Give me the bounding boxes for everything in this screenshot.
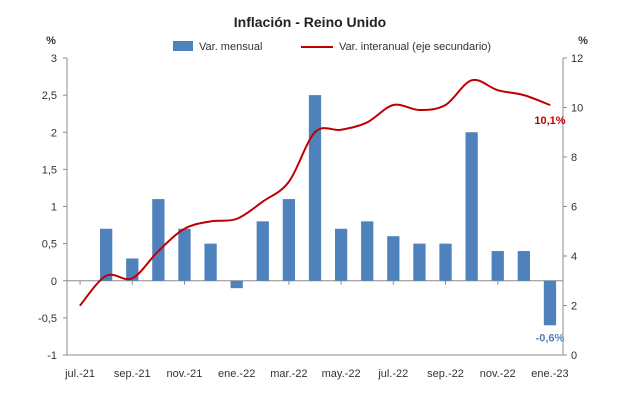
bar	[543, 280, 557, 326]
line-point	[131, 277, 133, 279]
line-point	[366, 121, 368, 123]
left-axis-unit: %	[46, 35, 56, 47]
x-tick-label: nov.-22	[480, 368, 516, 380]
right-tick-label: 10	[571, 103, 583, 115]
x-tick-label: jul.-21	[64, 368, 95, 380]
left-tick-label: -0,5	[38, 313, 57, 325]
bar	[204, 243, 217, 281]
line-point	[340, 129, 342, 131]
bar	[152, 199, 165, 281]
data-label: 10,1%	[534, 115, 565, 127]
bar	[517, 251, 530, 281]
line-point	[497, 89, 499, 91]
bar	[413, 243, 426, 281]
bar	[334, 228, 348, 281]
legend: Var. mensual Var. interanual (eje secund…	[173, 41, 491, 53]
line-point	[471, 79, 473, 81]
bar	[361, 221, 374, 281]
left-tick-label: 2	[51, 127, 57, 139]
left-tick-label: 2,5	[42, 90, 57, 102]
x-tick-label: sep.-22	[427, 368, 464, 380]
line-point	[444, 104, 447, 106]
chart-title: Inflación - Reino Unido	[234, 14, 386, 30]
line-point	[79, 304, 81, 307]
legend-line-label: Var. interanual (eje secundario)	[339, 41, 491, 53]
line-point	[288, 181, 290, 183]
line-point	[209, 220, 212, 222]
legend-bar-swatch	[173, 41, 193, 51]
x-tick-label: ene.-22	[218, 368, 255, 380]
bar	[256, 221, 269, 281]
bar	[100, 228, 113, 281]
line-point	[418, 109, 421, 111]
right-tick-label: 2	[571, 301, 577, 313]
left-tick-label: 0	[51, 276, 57, 288]
bar	[230, 280, 243, 289]
bar	[308, 95, 322, 281]
line-point	[314, 131, 316, 133]
line-series	[79, 78, 551, 307]
bar	[465, 132, 478, 281]
data-labels: 10,1% -0,6%	[534, 115, 565, 344]
bars	[100, 95, 557, 326]
line-point	[523, 94, 525, 96]
line-point	[105, 275, 107, 277]
data-label: -0,6%	[536, 332, 565, 344]
line-point	[157, 250, 159, 252]
right-tick-label: 4	[571, 251, 577, 263]
left-tick-label: 1,5	[42, 164, 57, 176]
bar	[387, 236, 400, 281]
left-tick-label: 1	[51, 202, 57, 214]
left-tick-label: 0,5	[42, 239, 57, 251]
right-tick-label: 6	[571, 202, 577, 214]
x-tick-label: nov.-21	[167, 368, 203, 380]
x-tick-label: may.-22	[322, 368, 361, 380]
tick-labels: -1 -0,5 0 0,5 1 1,5 2 2,5 3 0 2 4 6 8 10 12 jul.-21 sep.-…	[38, 53, 583, 380]
line-point	[392, 104, 394, 106]
bar	[439, 243, 452, 281]
bar	[491, 251, 504, 281]
left-tick-label: -1	[47, 350, 57, 362]
x-tick-label: sep.-21	[114, 368, 151, 380]
line-point	[183, 228, 186, 230]
line-point	[549, 104, 551, 106]
left-tick-label: 3	[51, 53, 57, 65]
legend-bar-label: Var. mensual	[199, 41, 262, 53]
x-tick-label: mar.-22	[270, 368, 307, 380]
bar	[178, 228, 191, 281]
bar	[282, 199, 296, 281]
x-tick-label: jul.-22	[377, 368, 408, 380]
right-tick-label: 0	[571, 350, 577, 362]
axes	[63, 57, 567, 356]
line-point	[236, 218, 238, 220]
line-point	[262, 200, 264, 203]
right-tick-label: 8	[571, 152, 577, 164]
right-axis-unit: %	[578, 35, 588, 47]
right-tick-label: 12	[571, 53, 583, 65]
x-tick-label: ene.-23	[531, 368, 568, 380]
